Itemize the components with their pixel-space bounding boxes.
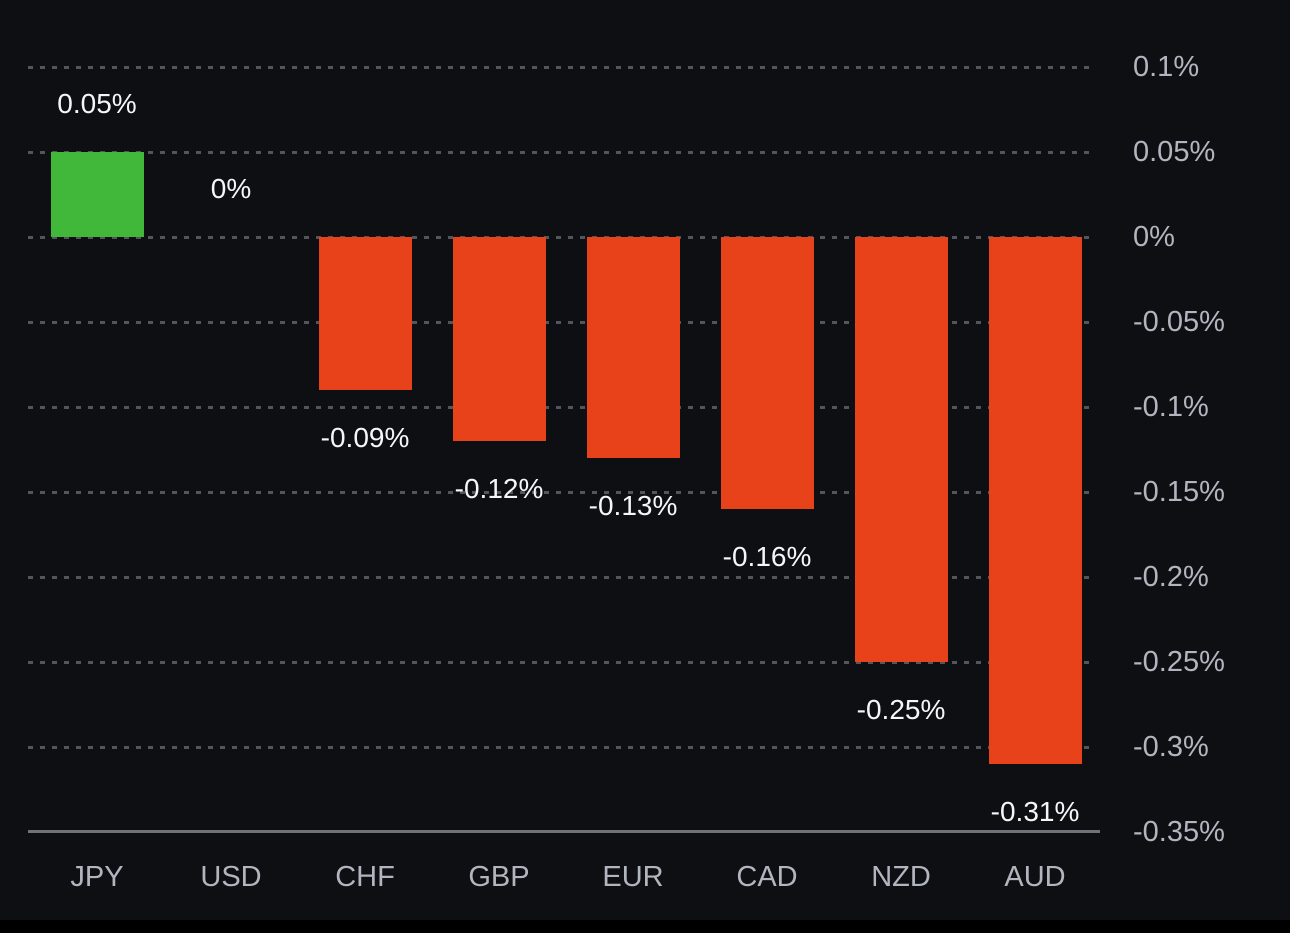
bar-aud[interactable] bbox=[988, 237, 1082, 764]
gridline--0.25% bbox=[28, 661, 1096, 664]
x-axis-label-usd: USD bbox=[200, 861, 262, 893]
bar-cad[interactable] bbox=[720, 237, 814, 509]
value-label-eur: -0.13% bbox=[588, 490, 678, 521]
x-axis-label-eur: EUR bbox=[602, 861, 664, 893]
x-axis-label-chf: CHF bbox=[335, 861, 395, 893]
value-label-chf: -0.09% bbox=[320, 422, 410, 453]
bottom-strip bbox=[0, 920, 1290, 933]
gridline-0.05% bbox=[28, 151, 1096, 154]
gridline-0% bbox=[28, 236, 1096, 239]
gridline--0.3% bbox=[28, 746, 1096, 749]
value-label-nzd: -0.25% bbox=[856, 694, 946, 725]
y-tick-label-0%: 0% bbox=[1133, 221, 1175, 253]
x-axis-line bbox=[28, 830, 1100, 833]
value-label-usd: 0% bbox=[210, 173, 252, 204]
bar-chf[interactable] bbox=[318, 237, 412, 390]
x-axis-label-gbp: GBP bbox=[468, 861, 530, 893]
y-tick-label--0.05%: -0.05% bbox=[1133, 306, 1225, 338]
y-tick-label-0.1%: 0.1% bbox=[1133, 51, 1200, 83]
bar-nzd[interactable] bbox=[854, 237, 948, 662]
gridline--0.15% bbox=[28, 491, 1096, 494]
x-axis-label-cad: CAD bbox=[736, 861, 798, 893]
x-axis-label-aud: AUD bbox=[1004, 861, 1066, 893]
y-tick-label--0.35%: -0.35% bbox=[1133, 816, 1225, 848]
y-tick-label--0.2%: -0.2% bbox=[1133, 561, 1209, 593]
y-tick-label--0.15%: -0.15% bbox=[1133, 476, 1225, 508]
gridline-0.1% bbox=[28, 66, 1096, 69]
value-label-aud: -0.31% bbox=[990, 796, 1080, 827]
x-axis-label-jpy: JPY bbox=[70, 861, 124, 893]
gridline--0.1% bbox=[28, 406, 1096, 409]
gridline--0.05% bbox=[28, 321, 1096, 324]
value-label-jpy: 0.05% bbox=[57, 88, 137, 119]
x-axis-label-nzd: NZD bbox=[871, 861, 931, 893]
value-label-gbp: -0.12% bbox=[454, 473, 544, 504]
y-tick-label--0.25%: -0.25% bbox=[1133, 646, 1225, 678]
bar-jpy[interactable] bbox=[50, 152, 144, 237]
y-tick-label-0.05%: 0.05% bbox=[1133, 136, 1216, 168]
y-tick-label--0.1%: -0.1% bbox=[1133, 391, 1209, 423]
value-label-cad: -0.16% bbox=[722, 541, 812, 572]
y-tick-label--0.3%: -0.3% bbox=[1133, 731, 1209, 763]
bar-eur[interactable] bbox=[586, 237, 680, 458]
gridline--0.2% bbox=[28, 576, 1096, 579]
bar-gbp[interactable] bbox=[452, 237, 546, 441]
